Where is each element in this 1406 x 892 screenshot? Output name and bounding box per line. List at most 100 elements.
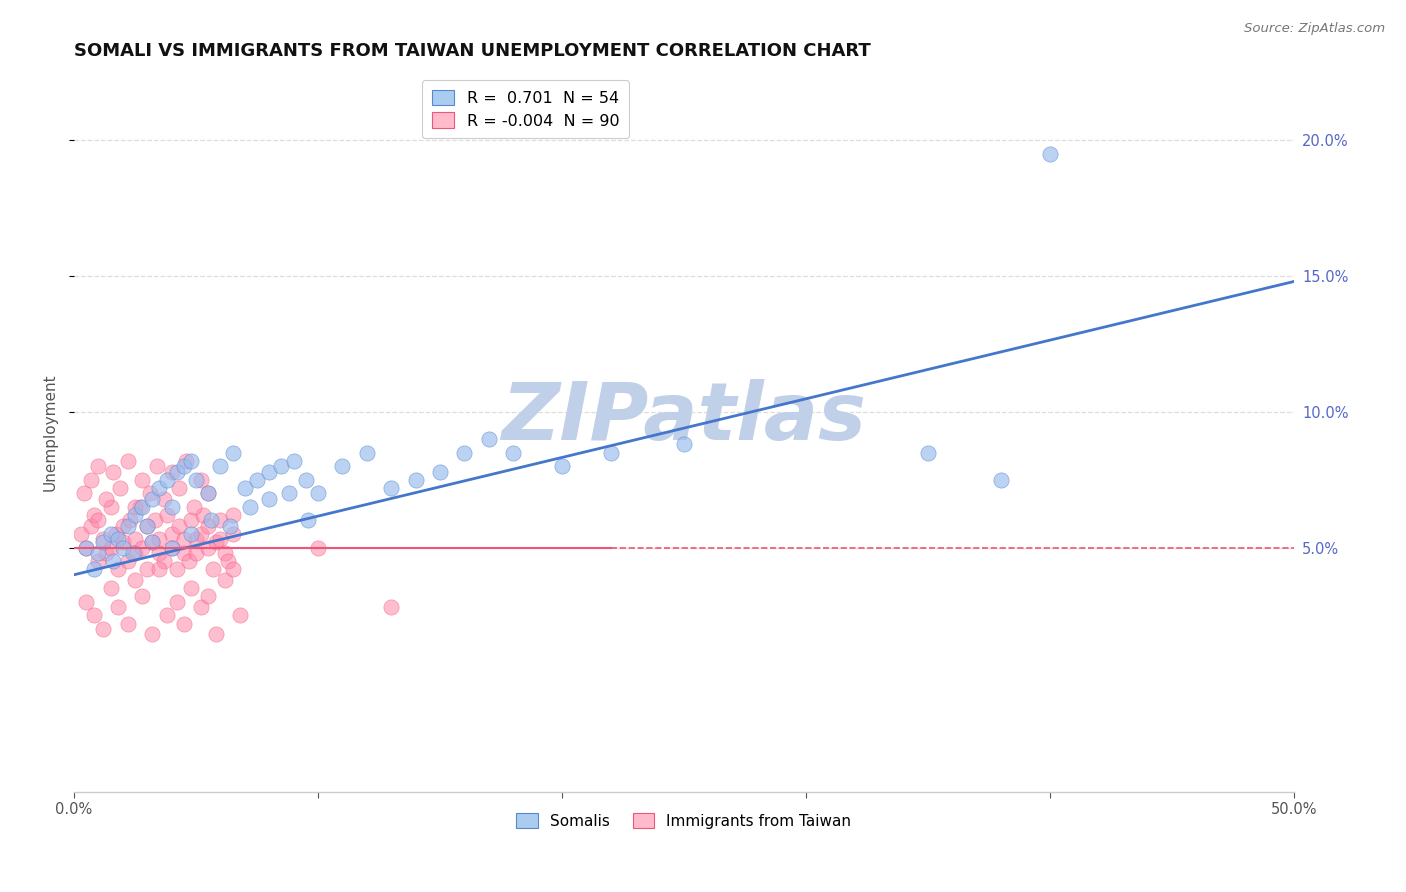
Point (180, 527, 202, 541)
Point (197, 486, 219, 500)
Point (202, 562, 225, 576)
Point (141, 491, 163, 506)
Point (184, 533, 207, 547)
Point (217, 554, 239, 568)
Point (124, 546, 146, 560)
Point (166, 595, 188, 609)
Point (83, 508, 105, 522)
Point (246, 473, 269, 487)
Point (141, 535, 163, 549)
Text: ZIPatlas: ZIPatlas (502, 379, 866, 457)
Point (204, 535, 226, 549)
Point (80, 519, 103, 533)
Point (93, 533, 115, 547)
Point (73, 486, 96, 500)
Point (111, 535, 134, 549)
Point (87, 459, 110, 474)
Point (173, 459, 195, 474)
Point (138, 486, 160, 500)
Point (156, 473, 179, 487)
Point (75, 595, 97, 609)
Point (104, 527, 127, 541)
Point (197, 519, 219, 533)
Point (131, 500, 153, 514)
Point (917, 445, 939, 459)
Point (148, 562, 170, 576)
Point (107, 600, 129, 615)
Point (156, 508, 179, 522)
Point (148, 533, 170, 547)
Point (209, 459, 232, 474)
Point (502, 445, 524, 459)
Point (200, 513, 222, 527)
Point (141, 535, 163, 549)
Point (131, 590, 153, 604)
Point (131, 541, 153, 555)
Point (87, 554, 110, 568)
Point (209, 533, 232, 547)
Point (180, 513, 202, 527)
Point (332, 459, 354, 474)
Point (124, 508, 146, 522)
Point (160, 527, 183, 541)
Point (193, 508, 215, 522)
Point (173, 533, 195, 547)
Point (117, 616, 139, 631)
Point (221, 508, 243, 522)
Point (136, 519, 159, 533)
Point (295, 473, 318, 487)
Point (94, 546, 117, 560)
Point (190, 527, 212, 541)
Point (183, 500, 205, 514)
Text: Source: ZipAtlas.com: Source: ZipAtlas.com (1244, 22, 1385, 36)
Point (107, 562, 129, 576)
Point (131, 473, 153, 487)
Point (173, 546, 195, 560)
Point (121, 546, 143, 560)
Point (190, 473, 212, 487)
Text: SOMALI VS IMMIGRANTS FROM TAIWAN UNEMPLOYMENT CORRELATION CHART: SOMALI VS IMMIGRANTS FROM TAIWAN UNEMPLO… (75, 42, 870, 60)
Point (93, 622, 115, 636)
Point (141, 627, 163, 641)
Point (197, 541, 219, 555)
Point (117, 453, 139, 467)
Point (160, 541, 183, 555)
Point (148, 481, 170, 495)
Point (356, 445, 378, 459)
Point (221, 527, 243, 541)
Point (307, 486, 329, 500)
Point (176, 453, 198, 467)
Point (197, 590, 219, 604)
Point (166, 562, 188, 576)
Point (184, 473, 207, 487)
Point (100, 500, 122, 514)
Point (239, 500, 262, 514)
Point (214, 573, 236, 587)
Y-axis label: Unemployment: Unemployment (44, 374, 58, 491)
Point (83, 562, 105, 576)
Point (270, 459, 292, 474)
Point (124, 533, 146, 547)
Point (160, 500, 183, 514)
Point (111, 541, 134, 555)
Point (124, 500, 146, 514)
Point (87, 513, 110, 527)
Point (111, 519, 134, 533)
Point (148, 546, 170, 560)
Point (160, 541, 183, 555)
Point (177, 554, 200, 568)
Point (180, 582, 202, 596)
Point (209, 513, 232, 527)
Point (380, 481, 402, 495)
Point (100, 582, 122, 596)
Point (117, 554, 139, 568)
Point (110, 481, 132, 495)
Point (429, 465, 451, 479)
Point (221, 445, 243, 459)
Point (214, 546, 236, 560)
Point (180, 453, 202, 467)
Point (184, 546, 207, 560)
Point (94, 491, 117, 506)
Point (129, 500, 152, 514)
Point (173, 616, 195, 631)
